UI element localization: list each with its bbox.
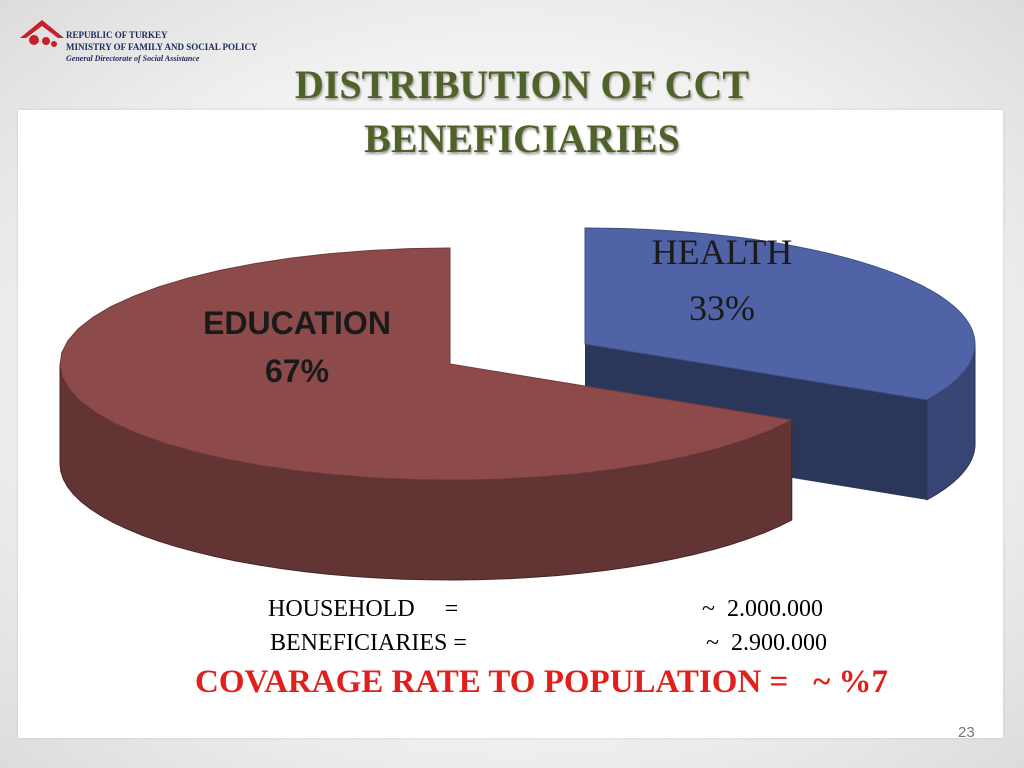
note-label: BENEFICIARIES = bbox=[270, 630, 467, 656]
chart-title: DISTRIBUTION OF CCT BENEFICIARIES bbox=[294, 62, 750, 161]
value-label: 67% bbox=[265, 353, 329, 389]
note-value: ~ 2.900.000 bbox=[706, 630, 827, 656]
page-number: 23 bbox=[958, 724, 975, 741]
header-line: General Directorate of Social Assistance bbox=[66, 54, 200, 63]
pie-slice bbox=[584, 227, 976, 401]
note-label: HOUSEHOLD = bbox=[268, 596, 459, 622]
value-label: 33% bbox=[689, 288, 755, 328]
pie-slice bbox=[59, 247, 794, 481]
header-line: MINISTRY OF FAMILY AND SOCIAL POLICY bbox=[66, 42, 258, 52]
logo bbox=[20, 20, 64, 47]
slice-label: EDUCATION bbox=[203, 305, 391, 341]
note-value: ~ 2.000.000 bbox=[702, 596, 823, 622]
slice-label: HEALTH bbox=[652, 232, 793, 272]
header-line: REPUBLIC OF TURKEY bbox=[66, 30, 168, 40]
coverage: COVARAGE RATE TO POPULATION = ~ %7 bbox=[195, 664, 888, 700]
